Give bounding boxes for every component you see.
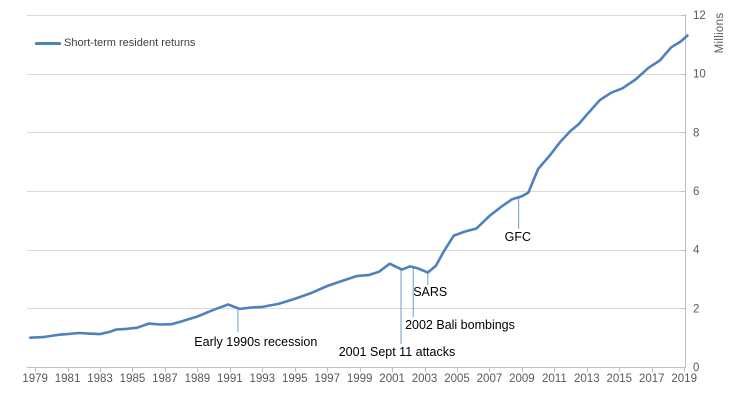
x-tick-label: 1991	[217, 373, 243, 385]
x-tick-label: 1989	[185, 373, 211, 385]
x-tick-label: 1985	[120, 373, 146, 385]
y-tick-label: 2	[693, 303, 699, 315]
y-tick-label: 4	[693, 245, 700, 257]
y-tick-label: 6	[693, 186, 699, 198]
annotation-label: GFC	[505, 230, 531, 244]
x-tick-label: 2005	[444, 373, 470, 385]
x-tick-label: 1981	[55, 373, 81, 385]
x-tick-label: 2007	[477, 373, 503, 385]
annotation-label: 2002 Bali bombings	[405, 318, 515, 332]
y-tick-label: 10	[693, 69, 706, 81]
y-tick-label: 12	[693, 10, 706, 22]
x-tick-label: 2017	[639, 373, 665, 385]
x-tick-label: 2013	[574, 373, 600, 385]
x-tick-label: 2019	[671, 373, 697, 385]
annotation-label: 2001 Sept 11 attacks	[339, 345, 456, 359]
y-tick-label: 8	[693, 127, 699, 139]
x-tick-label: 1987	[152, 373, 178, 385]
annotation-label: Early 1990s recession	[194, 335, 317, 349]
legend-label: Short-term resident returns	[64, 37, 196, 49]
x-tick-label: 1983	[87, 373, 113, 385]
x-tick-label: 1979	[22, 373, 48, 385]
x-tick-label: 2015	[606, 373, 632, 385]
x-tick-label: 1999	[347, 373, 373, 385]
x-tick-label: 2001	[379, 373, 405, 385]
series-line	[28, 34, 689, 340]
legend: Short-term resident returns	[35, 37, 195, 50]
legend-line-sample	[35, 42, 61, 45]
y-axis-title: Millions	[714, 12, 726, 54]
annotation-label: SARS	[413, 285, 447, 299]
x-tick-label: 1995	[282, 373, 308, 385]
x-tick-label: 2009	[509, 373, 535, 385]
x-tick-label: 2003	[412, 373, 438, 385]
x-tick-label: 1997	[314, 373, 340, 385]
y-tick-label: 0	[693, 362, 699, 374]
x-tick-label: 1993	[249, 373, 275, 385]
x-tick-label: 2011	[542, 373, 567, 385]
